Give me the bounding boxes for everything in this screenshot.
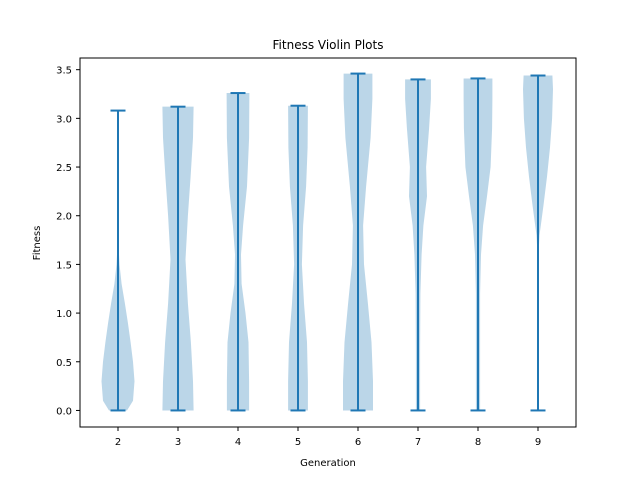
- y-tick-label: 2.0: [56, 212, 72, 223]
- x-tick-label: 6: [355, 437, 361, 448]
- x-axis-ticks: 2 3 4 5 6 7 8 9: [115, 427, 541, 448]
- y-tick-label: 3.5: [56, 66, 72, 77]
- x-tick-label: 7: [415, 437, 421, 448]
- y-tick-label: 1.0: [56, 309, 72, 320]
- x-tick-label: 5: [295, 437, 301, 448]
- y-tick-label: 1.5: [56, 260, 72, 271]
- x-axis-label: Generation: [300, 458, 356, 469]
- y-tick-label: 0.5: [56, 358, 72, 369]
- y-axis-ticks: 0.0 0.5 1.0 1.5 2.0 2.5 3.0 3.5: [56, 66, 80, 417]
- y-tick-label: 3.0: [56, 114, 72, 125]
- stat-lines-layer: [110, 72, 546, 412]
- x-tick-label: 2: [115, 437, 121, 448]
- x-tick-label: 4: [235, 437, 241, 448]
- y-tick-label: 2.5: [56, 163, 72, 174]
- x-tick-label: 3: [175, 437, 181, 448]
- plot-frame: [79, 57, 577, 428]
- chart-title: Fitness Violin Plots: [273, 38, 384, 52]
- violins-layer: [101, 73, 553, 411]
- x-tick-label: 9: [535, 437, 541, 448]
- x-tick-label: 8: [475, 437, 481, 448]
- y-tick-label: 0.0: [56, 406, 72, 417]
- y-axis-label: Fitness: [32, 226, 43, 261]
